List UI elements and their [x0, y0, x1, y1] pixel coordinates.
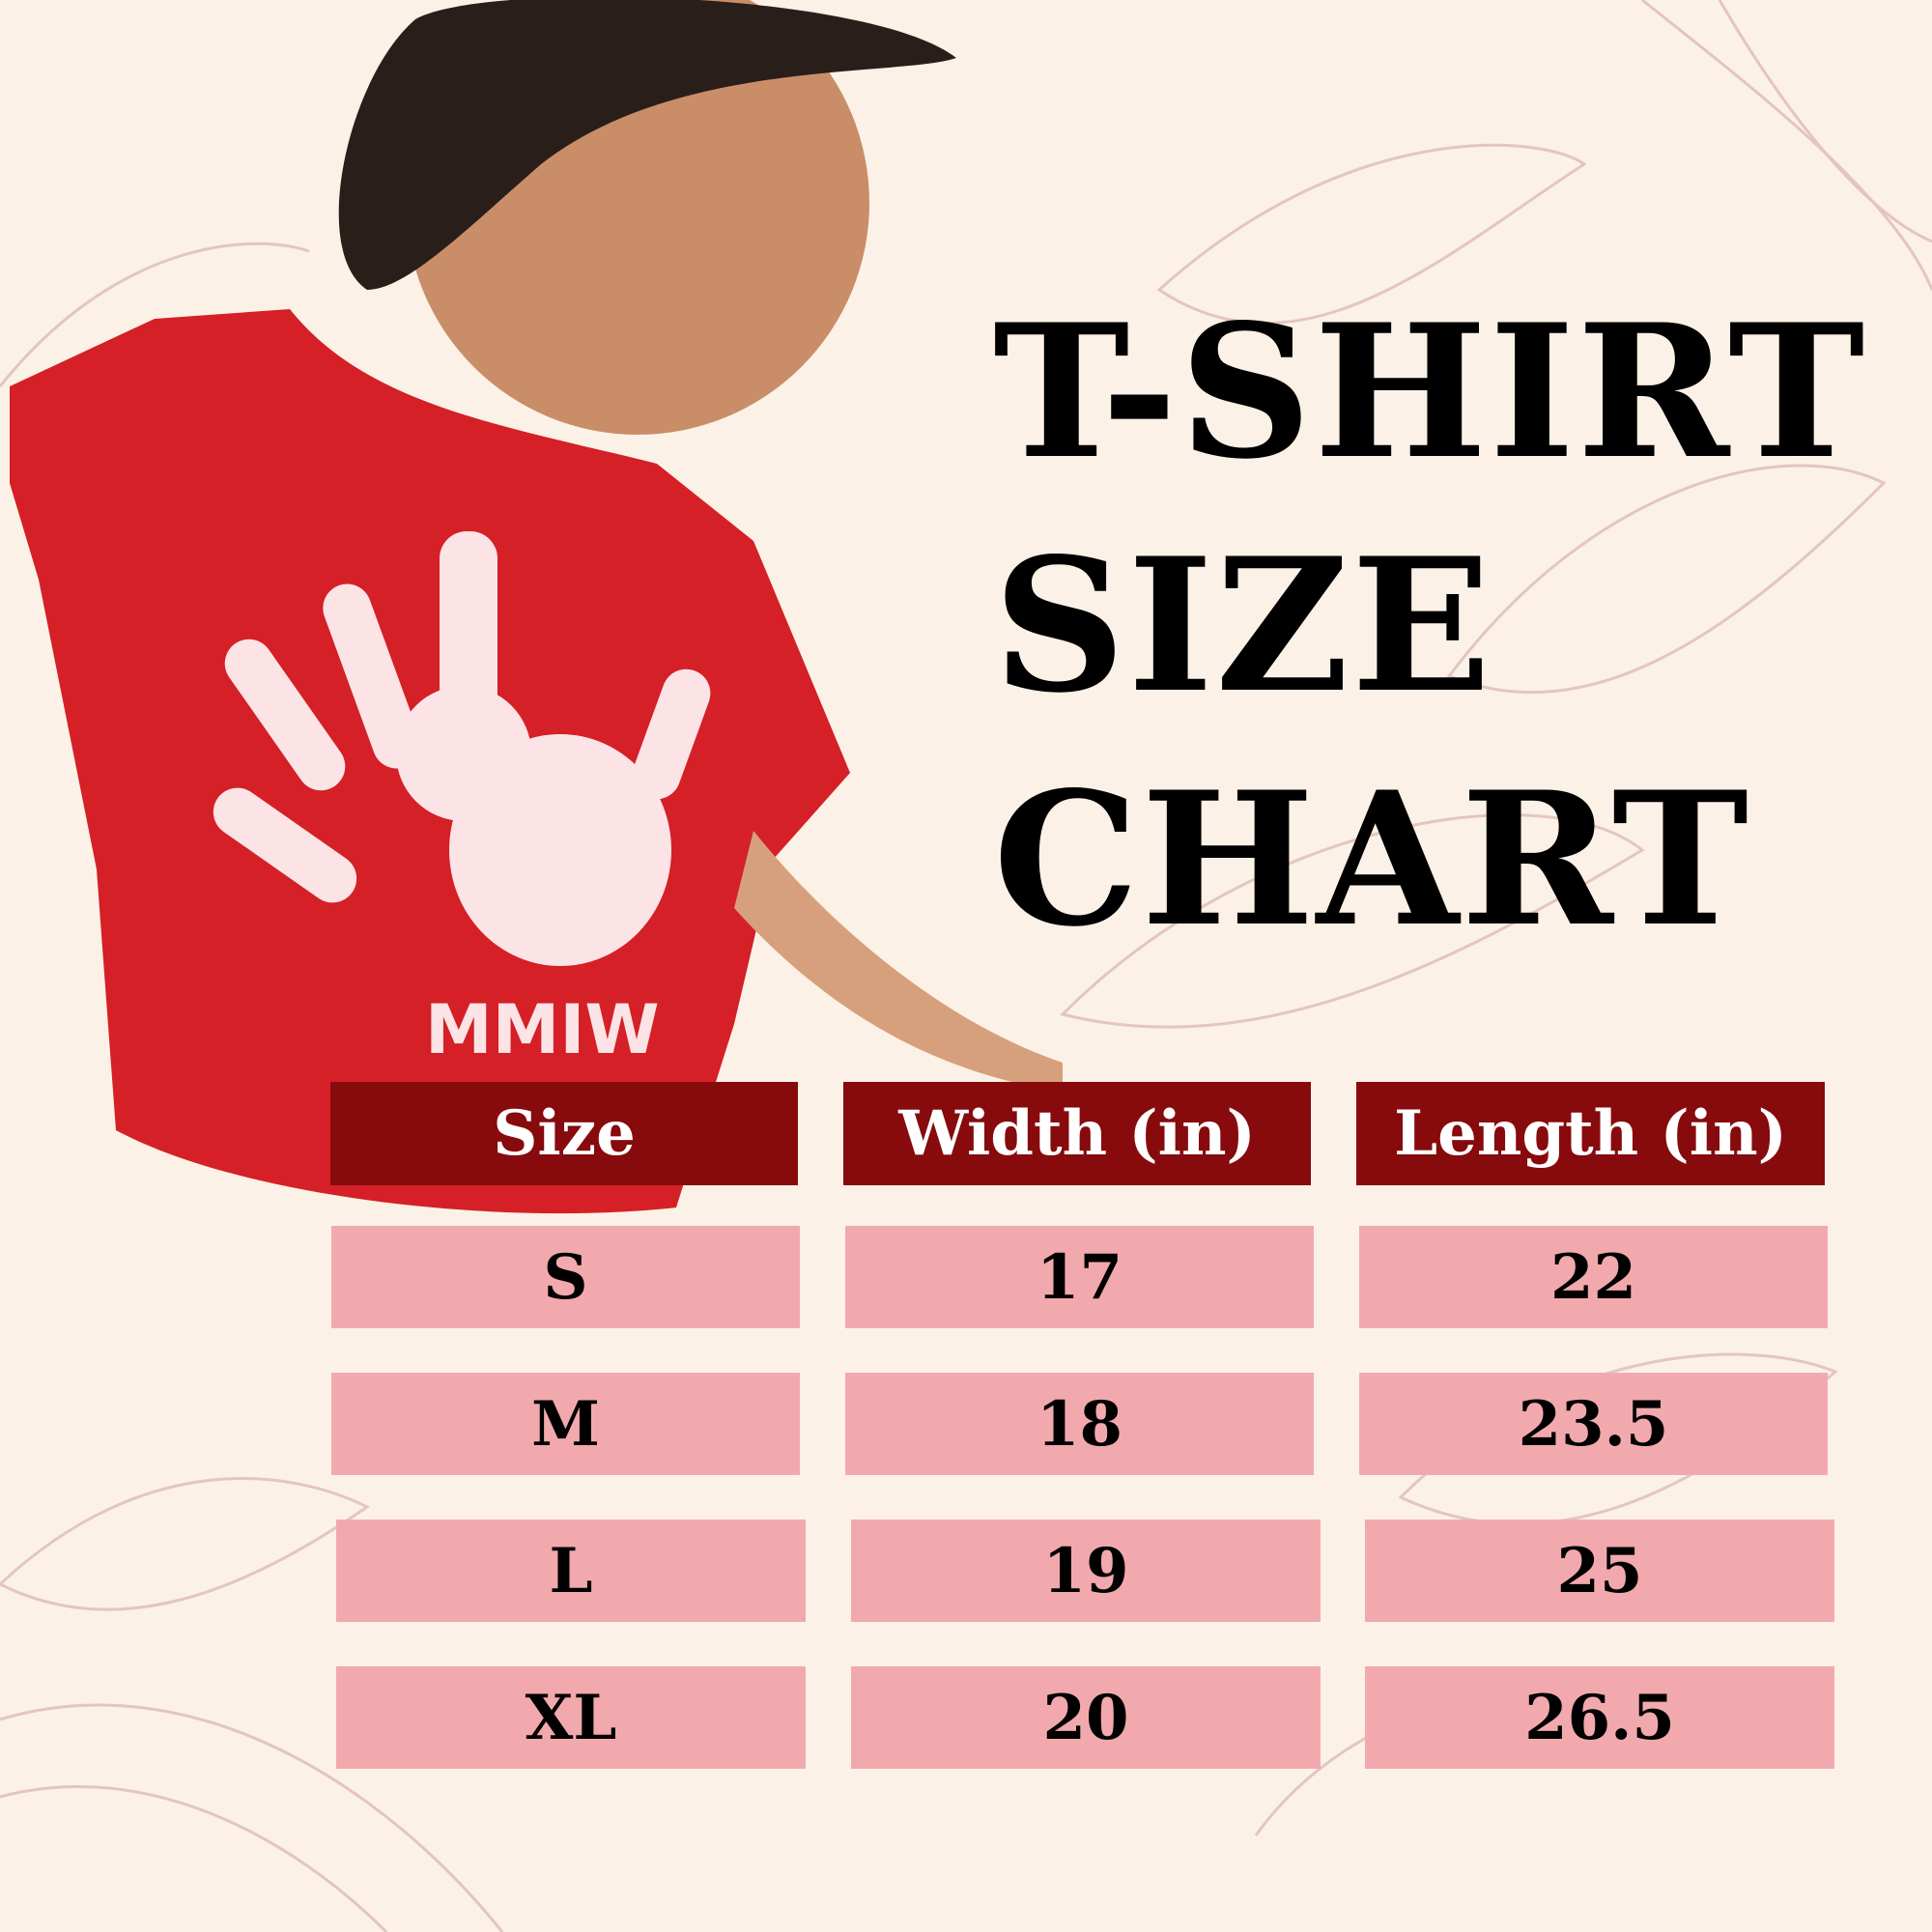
row-xl-width: 20 [851, 1666, 1321, 1769]
row-l-length: 25 [1365, 1520, 1834, 1622]
child-in-red-tshirt-photo: MMIW [10, 0, 1063, 1214]
row-m-size: M [331, 1373, 800, 1475]
shirt-print-text: MMIW [425, 990, 660, 1069]
row-s-size: S [331, 1226, 800, 1328]
child-hair [338, 0, 956, 290]
row-s-width: 17 [845, 1226, 1314, 1328]
handprint-graphic [213, 531, 711, 966]
title-line-2: SIZE [993, 518, 1493, 733]
row-m-length: 23.5 [1359, 1373, 1828, 1475]
row-xl-size: XL [336, 1666, 806, 1769]
row-xl-length: 26.5 [1365, 1666, 1834, 1769]
child-arm [734, 831, 1063, 1092]
title-line-1: T-SHIRT [993, 284, 1867, 499]
header-width: Width (in) [843, 1082, 1311, 1185]
row-m-width: 18 [845, 1373, 1314, 1475]
page-title: T-SHIRT SIZE CHART [993, 275, 1866, 977]
row-l-width: 19 [851, 1520, 1321, 1622]
header-length: Length (in) [1356, 1082, 1825, 1185]
row-s-length: 22 [1359, 1226, 1828, 1328]
title-line-3: CHART [993, 752, 1751, 967]
row-l-size: L [336, 1520, 806, 1622]
header-size: Size [330, 1082, 798, 1185]
